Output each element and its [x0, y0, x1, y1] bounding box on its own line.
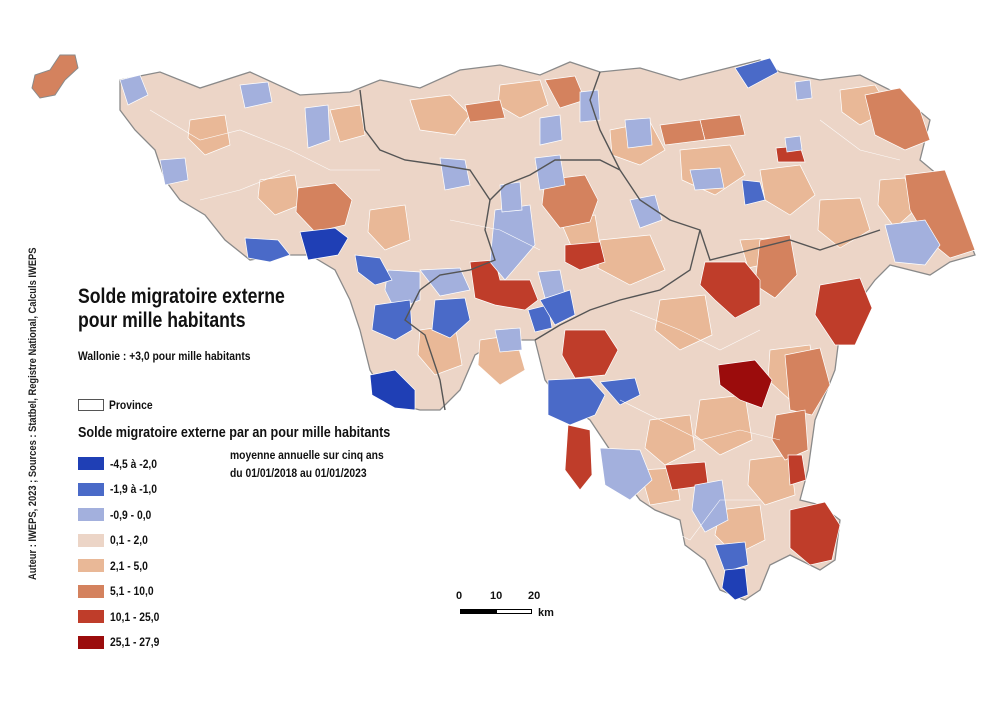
- legend-item: -1,9 à -1,0: [78, 477, 167, 503]
- title-line-2: pour mille habitants: [78, 309, 246, 332]
- zones-dark-blue: [299, 227, 749, 601]
- legend-label: 5,1 - 10,0: [110, 584, 154, 599]
- zones-medium-orange: [295, 75, 976, 461]
- legend-item: 25,1 - 27,9: [78, 630, 167, 656]
- legend-label: 0,1 - 2,0: [110, 533, 148, 548]
- province-legend: Province: [78, 398, 160, 412]
- legend-swatch: [78, 533, 104, 547]
- legend-item: -4,5 à -2,0: [78, 451, 167, 477]
- legend-swatch: [78, 559, 104, 573]
- legend-label: 25,1 - 27,9: [110, 635, 160, 650]
- legend-swatch: [78, 584, 104, 598]
- legend-swatch: [78, 635, 104, 649]
- legend-item: 2,1 - 5,0: [78, 553, 167, 579]
- legend-swatch: [78, 610, 104, 624]
- legend-item: 5,1 - 10,0: [78, 579, 167, 605]
- scale-tick-0: 0: [456, 590, 463, 602]
- legend-note-line-2: du 01/01/2018 au 01/01/2023: [230, 466, 367, 480]
- province-borders: [359, 71, 881, 411]
- map-subtitle: Wallonie : +3,0 pour mille habitants: [78, 349, 251, 363]
- zones-medium-blue: [244, 57, 779, 573]
- municipal-borders: [149, 109, 901, 541]
- title-line-1: Solde migratoire externe: [78, 285, 285, 308]
- legend-label: -0,9 - 0,0: [110, 507, 152, 522]
- zones-red: [469, 145, 873, 566]
- legend-note: moyenne annuelle sur cinq ans du 01/01/2…: [230, 446, 384, 482]
- legend-swatch: [78, 508, 104, 522]
- scale-tick-10: 10: [490, 590, 503, 602]
- province-label: Province: [109, 398, 153, 412]
- legend-item: -0,9 - 0,0: [78, 502, 167, 528]
- legend-title: Solde migratoire externe par an pour mil…: [78, 424, 391, 441]
- scale-segment-white: [496, 609, 532, 614]
- province-swatch: [78, 399, 104, 411]
- zones-light-blue: [119, 74, 941, 533]
- scale-segment-black: [460, 609, 496, 614]
- legend-swatch: [78, 482, 104, 496]
- scale-unit: km: [538, 607, 554, 619]
- legend-label: 2,1 - 5,0: [110, 558, 148, 573]
- credits: Auteur : IWEPS, 2023 ; Sources : Statbel…: [27, 247, 39, 580]
- legend-label: -1,9 à -1,0: [110, 482, 158, 497]
- legend-label: 10,1 - 25,0: [110, 609, 160, 624]
- legend-label: -4,5 à -2,0: [110, 456, 158, 471]
- zone-darkest-red: [717, 359, 773, 409]
- legend-item: 0,1 - 2,0: [78, 528, 167, 554]
- scale-tick-20: 20: [528, 590, 541, 602]
- legend-list: -4,5 à -2,0 -1,9 à -1,0 -0,9 - 0,0 0,1 -…: [78, 451, 167, 655]
- legend-item: 10,1 - 25,0: [78, 604, 167, 630]
- comines-exclave: [31, 54, 79, 99]
- legend-swatch: [78, 457, 104, 471]
- legend-note-line-1: moyenne annuelle sur cinq ans: [230, 448, 384, 462]
- map-title: Solde migratoire externe pour mille habi…: [78, 285, 285, 333]
- scale-bar: 0 10 20 km: [452, 590, 562, 624]
